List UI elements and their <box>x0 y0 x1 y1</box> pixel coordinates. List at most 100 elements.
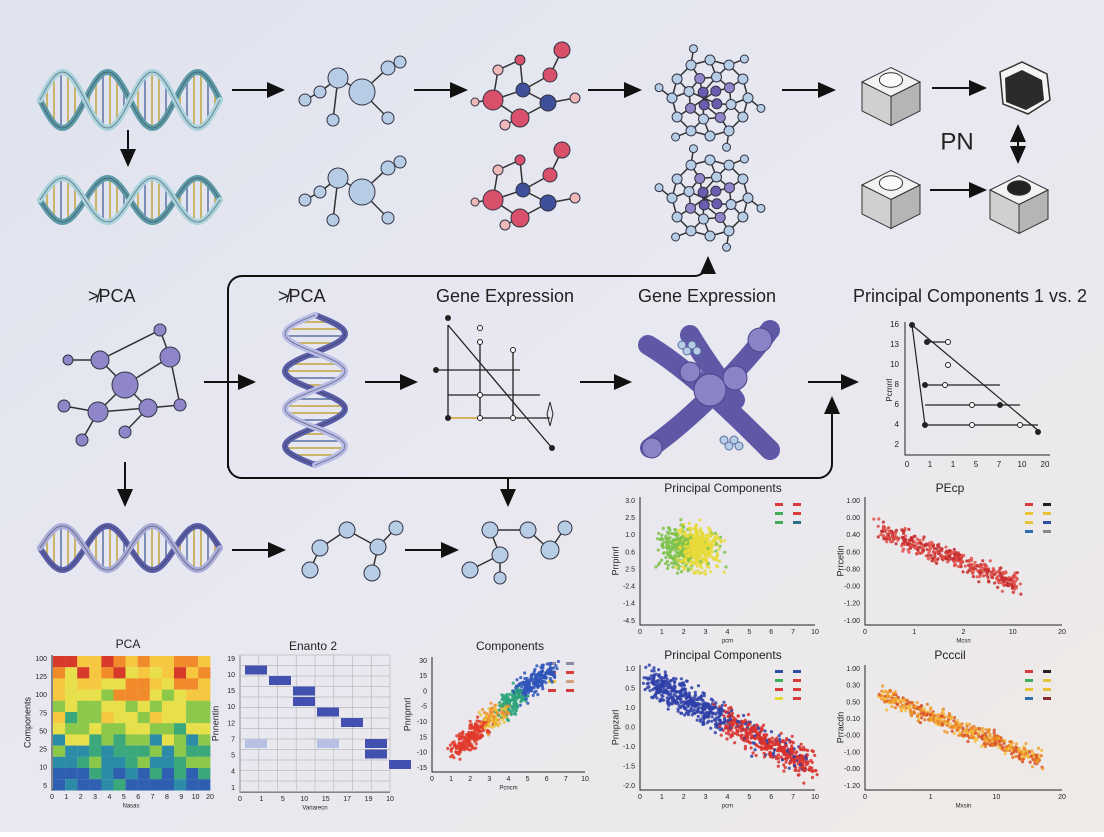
scatter-dot <box>519 676 522 679</box>
y-tick-label: 15 <box>419 734 427 741</box>
x-tick-label: 2 <box>682 794 686 801</box>
scatter-dot <box>498 722 501 725</box>
y-axis-label: Pnnpmrl <box>402 698 412 732</box>
scatter-dot <box>752 751 755 754</box>
x-tick-label: 1 <box>64 794 68 801</box>
scatter-dot <box>714 719 717 722</box>
scatter-dot <box>926 703 929 706</box>
atom <box>88 402 108 422</box>
scatter-dot <box>1018 757 1021 760</box>
heatmap-cell <box>53 667 65 678</box>
scatter-dot <box>468 744 471 747</box>
heatmap-cell <box>150 757 162 768</box>
scatter-dot <box>1015 746 1018 749</box>
y-axis-label: Prrpinrl <box>610 546 620 575</box>
scatter-dot <box>513 712 516 715</box>
scatter-dot <box>929 706 932 709</box>
legend-swatch <box>1025 521 1033 524</box>
scatter-dot <box>981 734 984 737</box>
scatter-dot <box>793 764 796 767</box>
y-tick-label: 15 <box>227 688 235 695</box>
x-tick-label: 10 <box>992 794 1000 801</box>
scatter-dot <box>544 671 547 674</box>
scatter-dot <box>1012 591 1015 594</box>
heatmap-cell <box>162 746 174 757</box>
scatter-dot <box>690 563 693 566</box>
scatter-dot <box>906 705 909 708</box>
legend-swatch <box>775 688 783 691</box>
scatter-dot <box>1002 742 1005 745</box>
x-tick-label: 10 <box>1018 460 1027 469</box>
scatter-dot <box>649 689 652 692</box>
atom <box>699 200 709 210</box>
x-tick-label: 6 <box>545 776 549 783</box>
scatter-dot <box>555 667 558 670</box>
x-tick-label: 4 <box>726 629 730 636</box>
scatter-dot <box>981 559 984 562</box>
heatmap-cell <box>114 757 126 768</box>
scatter-dot <box>802 758 805 761</box>
x-tick-label: 1 <box>951 460 956 469</box>
scatter-dot <box>930 716 933 719</box>
atom <box>672 74 682 84</box>
scatter-dot <box>1013 583 1016 586</box>
scatter-dot <box>931 557 934 560</box>
scatter-dot <box>648 664 651 667</box>
scatter-dot <box>688 522 691 525</box>
heatmap-cell <box>77 667 89 678</box>
atom <box>570 93 580 103</box>
scatter-dot <box>782 750 785 753</box>
y-tick-label: 1.0 <box>625 705 635 712</box>
scatter-dot <box>1008 740 1011 743</box>
scatter-dot <box>701 708 704 711</box>
atom <box>705 131 715 141</box>
scatter-dot <box>548 671 551 674</box>
scatter-dot <box>543 680 546 683</box>
legend-swatch <box>775 679 783 682</box>
atom <box>540 95 556 111</box>
legend-swatch <box>1043 679 1051 682</box>
heatmap-cell <box>150 734 162 745</box>
scatter-dot <box>512 698 515 701</box>
scatter-dot <box>1015 742 1018 745</box>
scatter-dot <box>666 702 669 705</box>
scatter-dot <box>451 754 454 757</box>
scatter-dot <box>673 693 676 696</box>
atom <box>349 79 375 105</box>
heatmap-cell <box>65 734 77 745</box>
scatter-dot <box>812 750 815 753</box>
heatmap-cell <box>77 678 89 689</box>
scatter-dot <box>937 713 940 716</box>
section-label: Gene Expression <box>638 286 776 306</box>
heatmap-cell <box>53 690 65 701</box>
atom <box>364 565 380 581</box>
y-tick-label: 7 <box>231 736 235 743</box>
scatter-dot <box>964 565 967 568</box>
scatter-dot <box>951 730 954 733</box>
heatmap-cell <box>114 690 126 701</box>
x-tick-label: 5 <box>122 794 126 801</box>
scatter-dot <box>642 682 645 685</box>
heatmap-cell <box>77 746 89 757</box>
scatter-dot <box>891 534 894 537</box>
scatter-dot <box>731 712 734 715</box>
atom <box>726 100 736 110</box>
scatter-dot <box>657 668 660 671</box>
scatter-dot <box>888 537 891 540</box>
scatter-dot <box>797 769 800 772</box>
heatmap-cell <box>126 701 138 712</box>
scatter-dot <box>1001 578 1004 581</box>
heatmap-cell <box>162 656 174 667</box>
scatter-dot <box>652 666 655 669</box>
protein-node <box>642 438 662 458</box>
x-tick-label: 7 <box>997 460 1002 469</box>
scatter-dot <box>724 704 727 707</box>
scatter-dot <box>644 666 647 669</box>
y-tick-label: 100 <box>35 656 47 663</box>
scatter-dot <box>538 681 541 684</box>
scatter-dot <box>879 694 882 697</box>
sketch-point <box>478 326 483 331</box>
y-tick-label: 0.5 <box>625 685 635 692</box>
y-tick-label: 13 <box>890 340 899 349</box>
scatter-dot <box>941 723 944 726</box>
